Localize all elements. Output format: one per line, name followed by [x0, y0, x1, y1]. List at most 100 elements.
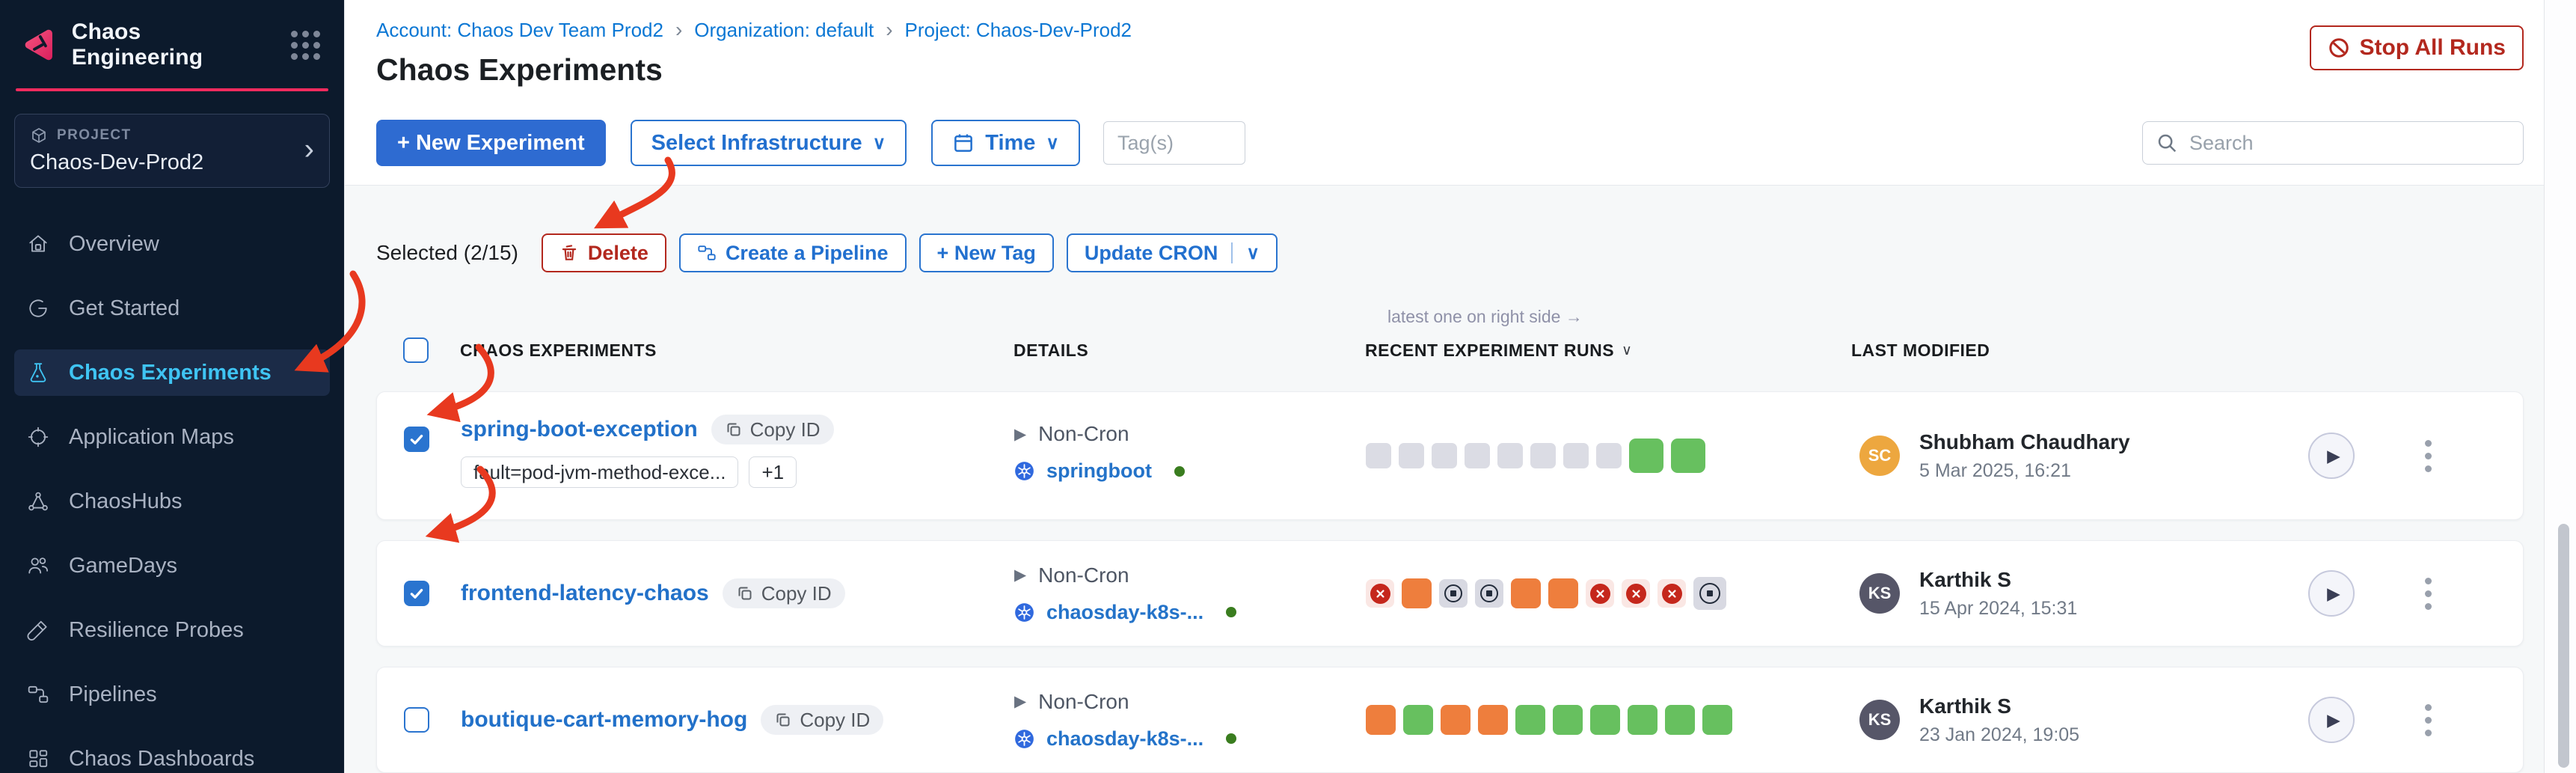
- stop-all-runs-button[interactable]: Stop All Runs: [2310, 25, 2524, 70]
- update-cron-button[interactable]: Update CRON ∨: [1066, 233, 1278, 272]
- sidebar-item-label: Resilience Probes: [69, 617, 244, 642]
- run-indicator-running[interactable]: [1548, 578, 1578, 608]
- copy-id-button[interactable]: Copy ID: [711, 415, 834, 444]
- experiment-name-link[interactable]: frontend-latency-chaos: [461, 581, 709, 605]
- run-indicator-none[interactable]: [1399, 443, 1424, 468]
- run-indicator-stopped[interactable]: [1439, 579, 1468, 608]
- run-experiment-button[interactable]: ▶: [2308, 570, 2355, 617]
- run-indicator-passed[interactable]: [1553, 705, 1583, 735]
- tags-filter-input[interactable]: [1103, 121, 1245, 165]
- tag-pill[interactable]: fault=pod-jvm-method-exce...: [461, 456, 739, 488]
- avatar: SC: [1859, 436, 1900, 476]
- experiment-name-link[interactable]: spring-boot-exception: [461, 417, 698, 442]
- breadcrumb-link[interactable]: Account: Chaos Dev Team Prod2: [376, 18, 663, 41]
- run-experiment-button[interactable]: ▶: [2308, 697, 2355, 743]
- run-indicator-none[interactable]: [1366, 443, 1391, 468]
- chevron-down-icon: ∨: [1622, 342, 1633, 358]
- breadcrumb: Account: Chaos Dev Team Prod2 › Organizati…: [376, 18, 2524, 42]
- row-menu-button[interactable]: [2420, 436, 2436, 477]
- sidebar-item-application-maps[interactable]: Application Maps: [14, 414, 330, 460]
- row-menu-button[interactable]: [2420, 700, 2436, 741]
- copy-id-button[interactable]: Copy ID: [761, 705, 884, 735]
- project-name: Chaos-Dev-Prod2: [30, 150, 204, 174]
- run-indicator-stopped[interactable]: [1693, 577, 1726, 610]
- sidebar-item-resilience-probes[interactable]: Resilience Probes: [14, 607, 330, 653]
- project-selector[interactable]: PROJECT Chaos-Dev-Prod2 ›: [14, 114, 330, 188]
- time-filter-dropdown[interactable]: Time ∨: [931, 120, 1080, 166]
- column-header-runs[interactable]: RECENT EXPERIMENT RUNS ∨: [1365, 340, 1633, 360]
- sidebar-item-gamedays[interactable]: GameDays: [14, 543, 330, 589]
- stopped-icon: [1699, 583, 1720, 604]
- sidebar-item-overview[interactable]: Overview: [14, 221, 330, 267]
- create-pipeline-button[interactable]: Create a Pipeline: [678, 233, 907, 272]
- expand-triangle-icon[interactable]: ▶: [1014, 425, 1027, 443]
- run-indicator-running[interactable]: [1511, 578, 1541, 608]
- modified-date: 23 Jan 2024, 19:05: [1919, 724, 2080, 745]
- chevron-down-icon: ∨: [872, 132, 886, 153]
- infrastructure-link[interactable]: chaosday-k8s-...: [1046, 600, 1204, 623]
- run-indicator-none[interactable]: [1596, 443, 1622, 468]
- breadcrumb-link[interactable]: Organization: default: [694, 18, 874, 41]
- run-indicator-none[interactable]: [1497, 443, 1523, 468]
- run-indicator-passed[interactable]: [1628, 705, 1657, 735]
- expand-triangle-icon[interactable]: ▶: [1014, 566, 1027, 584]
- sidebar-item-pipelines[interactable]: Pipelines: [14, 671, 330, 718]
- scrollbar-thumb[interactable]: [2558, 524, 2569, 768]
- search-input[interactable]: [2142, 121, 2524, 165]
- sidebar-item-label: Pipelines: [69, 682, 157, 706]
- sidebar-item-chaos-dashboards[interactable]: Chaos Dashboards: [14, 736, 330, 773]
- sidebar-item-chaoshubs[interactable]: ChaosHubs: [14, 478, 330, 525]
- copy-id-button[interactable]: Copy ID: [722, 578, 845, 608]
- run-indicator-passed[interactable]: [1665, 705, 1695, 735]
- run-indicator-none[interactable]: [1563, 443, 1589, 468]
- run-indicator-none[interactable]: [1465, 443, 1490, 468]
- experiment-name-link[interactable]: boutique-cart-memory-hog: [461, 707, 748, 732]
- run-indicator-passed[interactable]: [1403, 705, 1433, 735]
- run-indicator-running[interactable]: [1478, 705, 1508, 735]
- delete-button[interactable]: Delete: [541, 233, 666, 272]
- breadcrumb-link[interactable]: Project: Chaos-Dev-Prod2: [904, 18, 1132, 41]
- project-label: PROJECT: [57, 127, 132, 143]
- expand-triangle-icon[interactable]: ▶: [1014, 693, 1027, 710]
- sidebar-item-get-started[interactable]: Get Started: [14, 285, 330, 331]
- infrastructure-link[interactable]: springboot: [1046, 459, 1152, 482]
- new-tag-button[interactable]: + New Tag: [919, 233, 1054, 272]
- row-checkbox[interactable]: [404, 581, 429, 606]
- run-indicator-running[interactable]: [1402, 578, 1432, 608]
- run-indicator-running[interactable]: [1441, 705, 1471, 735]
- run-indicator-passed[interactable]: [1590, 705, 1620, 735]
- run-indicator-failed[interactable]: [1657, 579, 1686, 608]
- module-switcher-icon[interactable]: [291, 30, 320, 60]
- sidebar-item-label: Overview: [69, 231, 159, 256]
- row-checkbox[interactable]: [404, 707, 429, 733]
- run-indicator-stopped[interactable]: [1475, 579, 1503, 608]
- run-indicator-none[interactable]: [1530, 443, 1556, 468]
- infrastructure-link[interactable]: chaosday-k8s-...: [1046, 727, 1204, 750]
- column-header-modified: LAST MODIFIED: [1851, 340, 1990, 360]
- row-menu-button[interactable]: [2420, 573, 2436, 614]
- run-indicator-running[interactable]: [1366, 705, 1396, 735]
- get-started-icon: [27, 297, 49, 320]
- run-indicator-passed[interactable]: [1515, 705, 1545, 735]
- run-experiment-button[interactable]: ▶: [2308, 433, 2355, 479]
- new-experiment-button[interactable]: + New Experiment: [376, 120, 606, 166]
- run-indicator-none[interactable]: [1432, 443, 1457, 468]
- run-indicator-failed[interactable]: [1366, 579, 1394, 608]
- sidebar-item-chaos-experiments[interactable]: Chaos Experiments: [14, 349, 330, 396]
- run-indicator-passed[interactable]: [1629, 439, 1663, 473]
- column-header-experiments: CHAOS EXPERIMENTS: [460, 340, 657, 360]
- modified-date: 15 Apr 2024, 15:31: [1919, 597, 2078, 619]
- select-all-checkbox[interactable]: [403, 337, 429, 363]
- target-icon: [27, 426, 49, 448]
- run-indicator-passed[interactable]: [1671, 439, 1705, 473]
- run-indicator-failed[interactable]: [1586, 579, 1614, 608]
- run-indicator-failed[interactable]: [1622, 579, 1650, 608]
- page-header: Account: Chaos Dev Team Prod2 › Organizati…: [345, 0, 2576, 186]
- tag-pill[interactable]: +1: [749, 456, 797, 488]
- modified-by-name: Karthik S: [1919, 567, 2011, 591]
- home-icon: [27, 233, 49, 255]
- run-indicator-passed[interactable]: [1702, 705, 1732, 735]
- row-checkbox[interactable]: [404, 427, 429, 452]
- select-infrastructure-dropdown[interactable]: Select Infrastructure ∨: [630, 120, 907, 166]
